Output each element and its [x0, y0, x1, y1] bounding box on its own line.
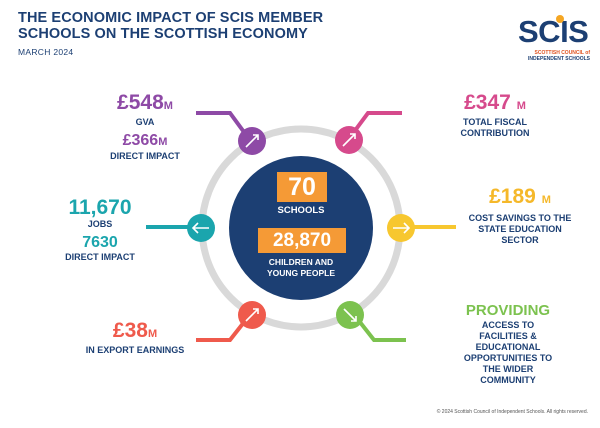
stat-export: £38M IN EXPORT EARNINGS	[80, 320, 190, 356]
copyright-notice: © 2024 Scottish Council of Independent S…	[436, 409, 588, 415]
gva-direct-label: DIRECT IMPACT	[110, 151, 180, 161]
savings-label: COST SAVINGS TO THE STATE EDUCATION SECT…	[468, 213, 572, 245]
logo-subtitle-line2: INDEPENDENT SCHOOLS	[528, 56, 590, 62]
fiscal-value: £347	[464, 91, 511, 114]
fiscal-unit: M	[516, 100, 526, 112]
fiscal-label: TOTAL FISCAL CONTRIBUTION	[460, 117, 530, 138]
logo-wordmark: SCIS	[518, 14, 589, 49]
gva-unit: M	[163, 100, 173, 112]
logo-dot	[556, 15, 564, 23]
logo-subtitle-line1: SCOTTISH COUNCIL of	[534, 50, 590, 56]
jobs-direct-value: 7630	[82, 234, 118, 251]
schools-count-box: 70	[277, 172, 327, 202]
node-yellow	[387, 214, 415, 242]
stat-jobs: 11,670 JOBS 7630 DIRECT IMPACT	[55, 197, 145, 263]
savings-unit: M	[541, 194, 551, 206]
pupils-count: 28,870	[272, 230, 332, 251]
export-label: IN EXPORT EARNINGS	[85, 345, 185, 355]
providing-heading: PROVIDING	[465, 302, 551, 319]
pupils-count-box: 28,870	[258, 228, 346, 253]
node-green	[336, 301, 364, 329]
gva-direct-unit: M	[158, 136, 168, 148]
stat-fiscal: £347 M TOTAL FISCAL CONTRIBUTION	[440, 92, 550, 139]
gva-direct-value: £366	[122, 132, 159, 149]
export-value: £38	[112, 319, 148, 342]
node-teal	[187, 214, 215, 242]
gva-value: £548	[117, 91, 164, 114]
jobs-direct-label: DIRECT IMPACT	[65, 252, 135, 262]
stat-gva: £548M GVA £366M DIRECT IMPACT	[90, 92, 200, 162]
node-purple	[238, 127, 266, 155]
scis-logo: SCIS SCOTTISH COUNCIL of INDEPENDENT SCH…	[500, 12, 590, 64]
providing-label: ACCESS TO FACILITIES & EDUCATIONAL OPPOR…	[463, 320, 553, 385]
jobs-label: JOBS	[87, 219, 113, 229]
page-title: THE ECONOMIC IMPACT OF SCIS MEMBER SCHOO…	[18, 10, 324, 42]
report-date: MARCH 2024	[18, 47, 74, 57]
schools-count: 70	[288, 173, 316, 201]
stat-providing: PROVIDING ACCESS TO FACILITIES & EDUCATI…	[448, 302, 568, 386]
pupils-label: CHILDREN AND YOUNG PEOPLE	[266, 257, 335, 278]
node-pink	[335, 126, 363, 154]
stat-savings: £189 M COST SAVINGS TO THE STATE EDUCATI…	[460, 186, 580, 246]
savings-value: £189	[489, 185, 536, 208]
export-unit: M	[147, 328, 158, 340]
gva-label: GVA	[135, 117, 155, 127]
jobs-value: 11,670	[68, 196, 132, 219]
node-red	[238, 301, 266, 329]
schools-label: SCHOOLS	[277, 205, 325, 216]
